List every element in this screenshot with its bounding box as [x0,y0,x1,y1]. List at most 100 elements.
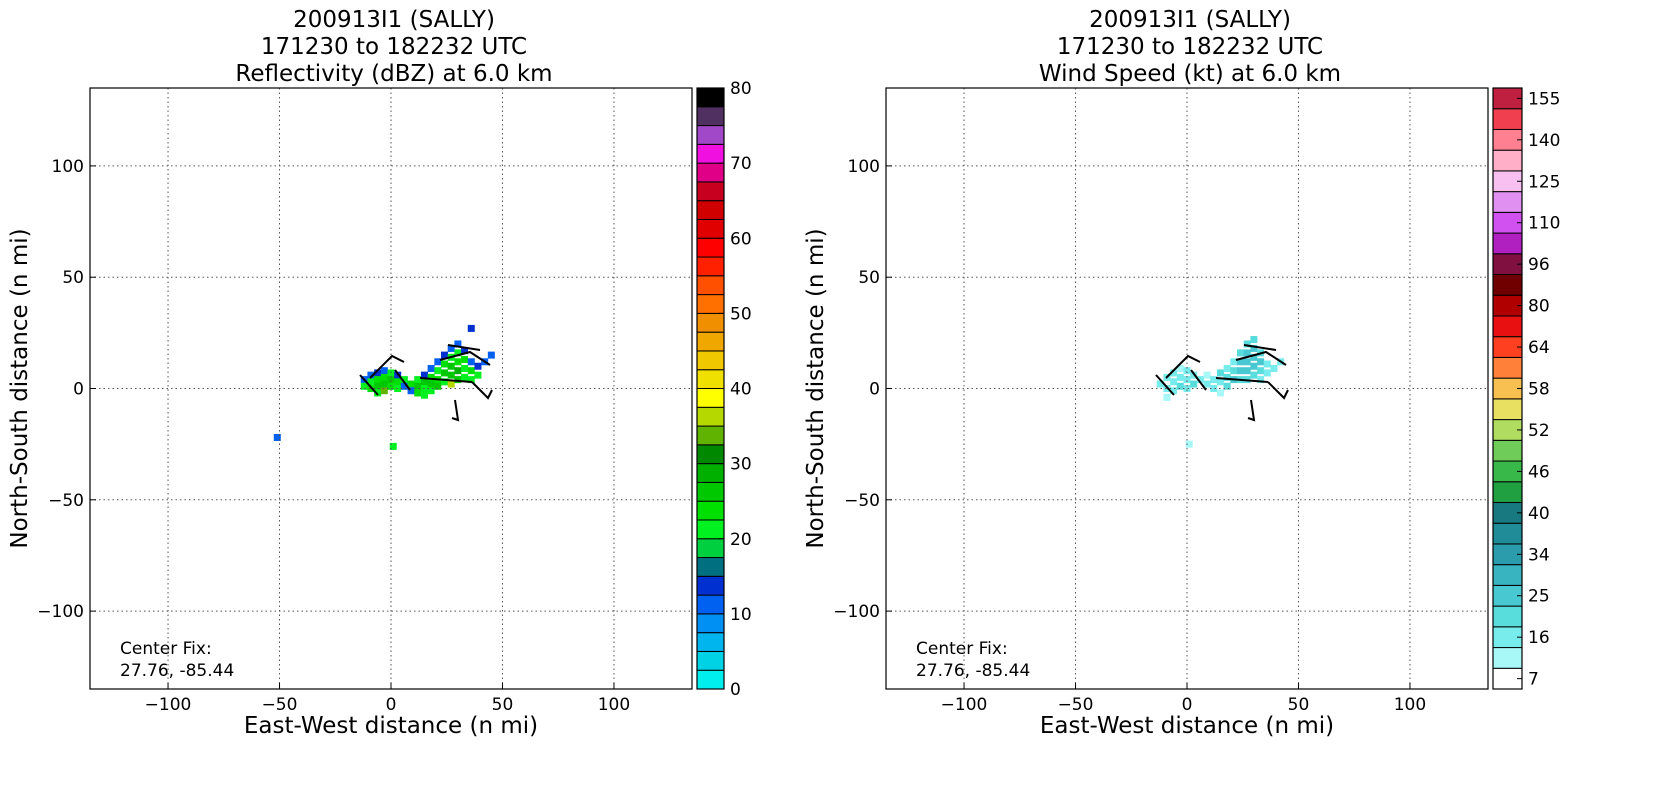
colorbar-box [1492,191,1523,213]
colorbar-tick-label: 64 [1528,338,1550,358]
radar-cell [1210,385,1218,392]
colorbar-tick-label: 70 [730,154,752,174]
chart-title: 200913I1 (SALLY) [1089,7,1291,33]
colorbar-box [696,256,725,277]
y-tick-label: 0 [73,380,84,400]
radar-cell [394,378,402,386]
colorbar-box [696,125,725,145]
colorbar-box [696,406,725,427]
colorbar-tick-label: 155 [1528,89,1560,109]
radar-cell [467,324,475,332]
radar-cell [1250,344,1258,352]
colorbar-box [696,613,725,634]
colorbar-box [1492,605,1523,628]
colorbar-box [696,481,725,502]
radar-cell [1216,378,1224,386]
radar-cell [1163,393,1171,401]
radar-cell [454,358,462,366]
colorbar-box [696,162,725,183]
chart-title: 171230 to 182232 UTC [261,34,527,60]
radar-cell [367,371,375,379]
radar-cell [1230,358,1238,366]
colorbar-box [1492,356,1523,379]
radar-cell [1250,362,1258,370]
radar-cell [1237,358,1245,366]
radar-cell [1263,369,1271,377]
radar-cell [427,373,435,381]
colorbar-tick-label: 10 [730,605,752,625]
radar-cell [389,442,397,450]
radar-cell [374,382,382,390]
radar-cell [1243,358,1251,366]
radar-cell [1257,358,1265,366]
radar-cell [400,376,408,384]
colorbar-tick-label: 16 [1528,628,1550,648]
colorbar-box [696,425,725,446]
radar-cell [461,364,469,372]
colorbar-box [696,294,725,314]
radar-cell [1176,364,1184,372]
colorbar-box [696,350,725,371]
radar-cell [467,358,475,366]
chart-title: 171230 to 182232 UTC [1057,34,1323,60]
radar-cell [1250,336,1258,344]
radar-cell [1237,349,1245,357]
colorbar-tick-label: 40 [1528,504,1550,524]
radar-cell [454,349,462,357]
x-tick-label: 0 [1182,695,1193,715]
colorbar-tick-label: 50 [730,304,752,324]
annotation: Center Fix: [120,639,212,659]
colorbar-tick-label: 20 [730,530,752,550]
x-tick-label: 100 [598,695,630,715]
colorbar-box [1492,149,1523,172]
radar-cell [1185,440,1193,448]
colorbar-box [1492,315,1523,338]
radar-cell [1183,367,1191,375]
colorbar-tick-label: 7 [1528,670,1539,690]
radar-cell [1223,382,1231,390]
radar-cell [427,380,435,388]
colorbar-tick-label: 40 [730,380,752,400]
radar-cell [1237,367,1245,375]
radar-cell [1257,367,1265,375]
colorbar-box [696,106,725,127]
radar-cell [367,378,375,386]
radar-cell [1230,367,1238,375]
colorbar-box [1492,108,1523,130]
radar-cell [420,378,428,386]
colorbar-box [696,312,725,333]
radar-cell [461,356,469,364]
colorbar-tick-label: 80 [1528,297,1550,317]
radar-cell [400,382,408,390]
radar-cell [454,340,462,348]
radar-cell [441,351,449,359]
radar-cell [407,380,415,388]
radar-cell [1243,340,1251,348]
radar-cell [414,376,422,384]
radar-cell [434,367,442,375]
radar-cell [1216,369,1224,377]
colorbar-box [1492,481,1523,503]
colorbar-tick-label: 110 [1528,214,1560,234]
plot-frame [89,87,693,690]
y-tick-label: 50 [858,268,880,288]
colorbar-box [696,500,725,521]
radar-cell [394,385,402,392]
colorbar-box [696,444,725,465]
radar-cell [454,367,462,375]
radar-cell [1183,385,1191,392]
radar-cell [474,362,482,370]
radar-cell [374,369,382,377]
radar-cell [407,387,415,395]
radar-cell [467,367,475,375]
radar-cell [1183,376,1191,384]
colorbar-box [1492,647,1523,669]
wind-barbs [359,344,1289,422]
colorbar-tick-label: 46 [1528,462,1550,482]
radar-cell [387,376,395,384]
colorbar-tick-label: 60 [730,229,752,249]
radar-cell [1203,371,1211,379]
radar-cell [1170,387,1178,395]
colorbar-tick-label: 52 [1528,421,1550,441]
